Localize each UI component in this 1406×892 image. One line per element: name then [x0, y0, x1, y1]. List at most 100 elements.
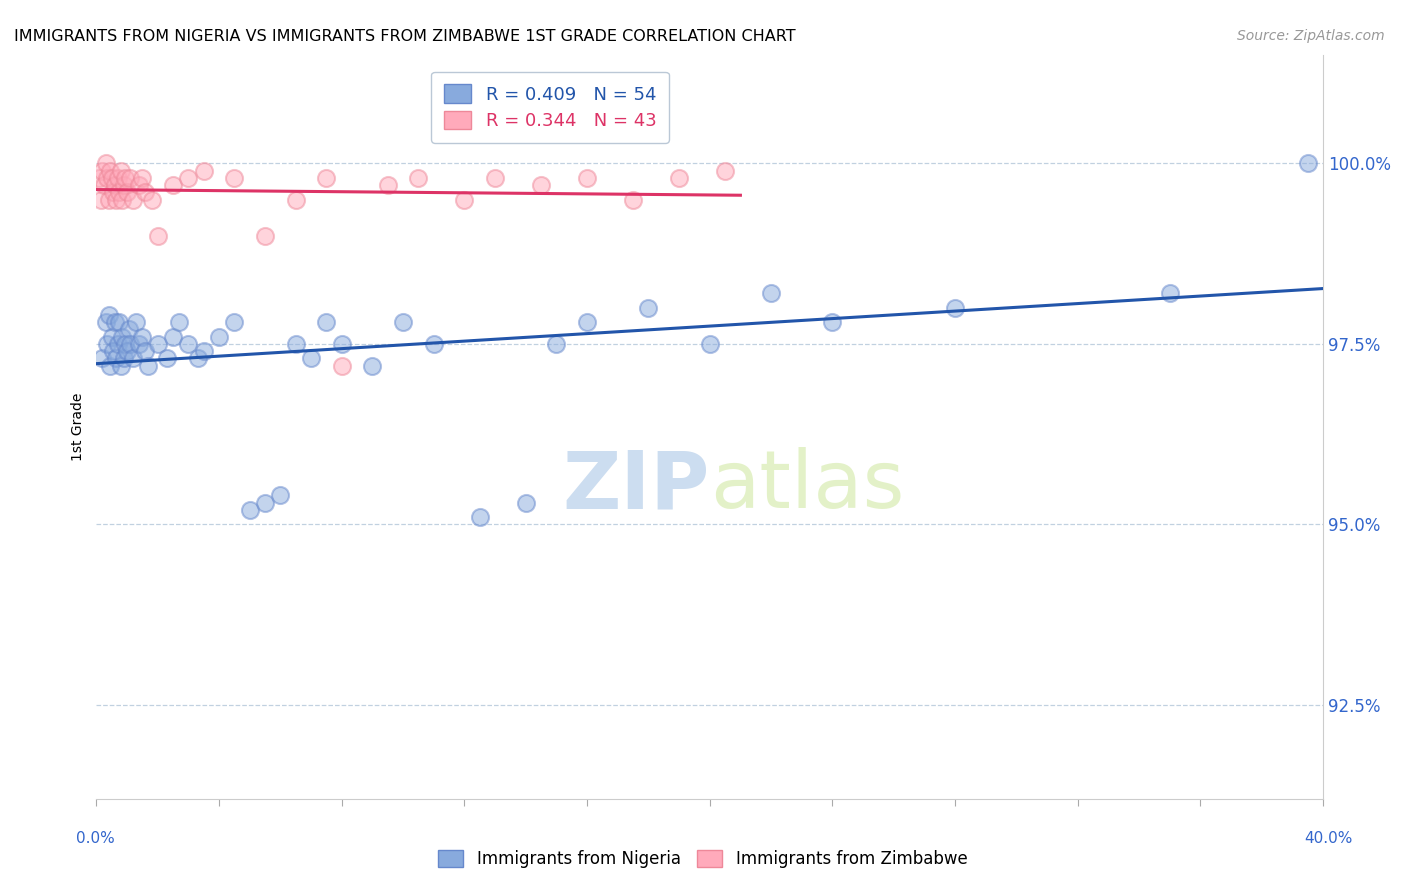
Point: [91, 163, 114, 178]
Point: [100, 170, 122, 185]
Point: [239, 503, 262, 517]
Point: [377, 178, 399, 192]
Point: [254, 228, 277, 243]
Point: [146, 337, 169, 351]
Point: [637, 301, 659, 315]
Point: [89, 170, 111, 185]
Point: [759, 286, 782, 301]
Point: [315, 170, 337, 185]
Point: [111, 193, 134, 207]
Text: Source: ZipAtlas.com: Source: ZipAtlas.com: [1237, 29, 1385, 43]
Point: [392, 315, 415, 329]
Point: [138, 359, 160, 373]
Point: [468, 510, 491, 524]
Point: [576, 315, 599, 329]
Point: [120, 337, 142, 351]
Point: [299, 351, 322, 366]
Point: [105, 193, 128, 207]
Text: IMMIGRANTS FROM NIGERIA VS IMMIGRANTS FROM ZIMBABWE 1ST GRADE CORRELATION CHART: IMMIGRANTS FROM NIGERIA VS IMMIGRANTS FR…: [14, 29, 796, 44]
Point: [125, 315, 148, 329]
Point: [156, 351, 179, 366]
Point: [120, 170, 142, 185]
Point: [269, 488, 291, 502]
Point: [621, 193, 644, 207]
Point: [103, 344, 125, 359]
Point: [208, 329, 231, 343]
Text: ZIP: ZIP: [562, 448, 710, 525]
Point: [108, 315, 131, 329]
Point: [97, 193, 120, 207]
Legend: R = 0.409   N = 54, R = 0.344   N = 43: R = 0.409 N = 54, R = 0.344 N = 43: [432, 71, 669, 143]
Point: [699, 337, 721, 351]
Point: [103, 186, 125, 200]
Point: [546, 337, 568, 351]
Point: [90, 193, 112, 207]
Point: [484, 170, 506, 185]
Point: [128, 337, 150, 351]
Point: [104, 315, 127, 329]
Point: [162, 178, 184, 192]
Point: [128, 178, 150, 192]
Point: [114, 170, 136, 185]
Point: [422, 337, 444, 351]
Point: [254, 496, 277, 510]
Point: [114, 337, 136, 351]
Point: [1159, 286, 1181, 301]
Point: [193, 344, 215, 359]
Point: [91, 351, 114, 366]
Point: [93, 178, 115, 192]
Point: [110, 359, 132, 373]
Point: [111, 329, 134, 343]
Point: [131, 170, 153, 185]
Point: [134, 344, 156, 359]
Point: [100, 329, 122, 343]
Point: [224, 170, 246, 185]
Point: [122, 351, 145, 366]
Point: [108, 186, 131, 200]
Point: [141, 193, 163, 207]
Point: [515, 496, 537, 510]
Point: [668, 170, 690, 185]
Point: [131, 329, 153, 343]
Point: [408, 170, 430, 185]
Point: [187, 351, 209, 366]
Point: [98, 359, 121, 373]
Point: [330, 359, 353, 373]
Text: 0.0%: 0.0%: [76, 831, 115, 846]
Point: [821, 315, 844, 329]
Point: [943, 301, 966, 315]
Point: [94, 156, 117, 170]
Point: [104, 178, 127, 192]
Point: [146, 228, 169, 243]
Point: [115, 344, 138, 359]
Point: [112, 178, 135, 192]
Text: 40.0%: 40.0%: [1305, 831, 1353, 846]
Point: [530, 178, 553, 192]
Point: [1296, 156, 1319, 170]
Point: [330, 337, 353, 351]
Point: [167, 315, 190, 329]
Point: [110, 163, 132, 178]
Point: [117, 322, 139, 336]
Point: [94, 315, 117, 329]
Point: [97, 308, 120, 322]
Text: atlas: atlas: [710, 448, 904, 525]
Point: [361, 359, 384, 373]
Point: [112, 351, 135, 366]
Point: [98, 163, 121, 178]
Point: [576, 170, 599, 185]
Point: [177, 170, 200, 185]
Point: [96, 170, 118, 185]
Point: [224, 315, 246, 329]
Point: [96, 337, 118, 351]
Point: [177, 337, 200, 351]
Point: [134, 186, 156, 200]
Point: [714, 163, 737, 178]
Point: [115, 186, 138, 200]
Point: [315, 315, 337, 329]
Point: [284, 193, 307, 207]
Legend: Immigrants from Nigeria, Immigrants from Zimbabwe: Immigrants from Nigeria, Immigrants from…: [432, 843, 974, 875]
Point: [107, 337, 129, 351]
Point: [453, 193, 475, 207]
Point: [107, 170, 129, 185]
